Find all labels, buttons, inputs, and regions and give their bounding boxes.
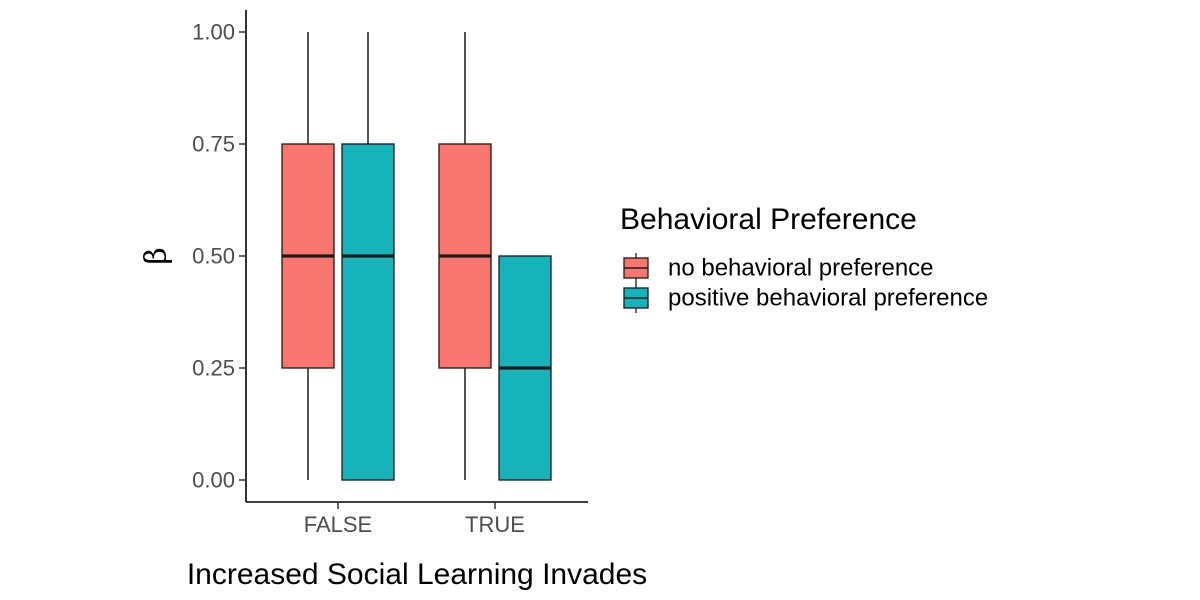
x-tick-label: TRUE: [465, 512, 525, 537]
box-no-behavioral-preference-false: [281, 32, 335, 480]
legend-label: positive behavioral preference: [668, 285, 988, 312]
x-tick-label: FALSE: [304, 512, 372, 537]
y-tick-label: 0.75: [192, 132, 235, 157]
y-axis-title: β: [139, 247, 174, 264]
legend-label: no behavioral preference: [668, 255, 934, 282]
y-tick-label: 0.50: [192, 244, 235, 269]
y-tick-label: 1.00: [192, 20, 235, 45]
y-ticks: 0.00 0.25 0.50 0.75 1.00: [192, 20, 246, 493]
box-body: [341, 143, 395, 481]
y-tick-label: 0.25: [192, 356, 235, 381]
box-positive-behavioral-preference-true: [498, 255, 552, 481]
x-axis-title: Increased Social Learning Invades: [187, 558, 647, 591]
boxes-layer: [281, 32, 552, 481]
legend-item: positive behavioral preference: [623, 283, 988, 313]
box-no-behavioral-preference-true: [438, 32, 492, 480]
legend-items: no behavioral preference positive behavio…: [623, 253, 988, 313]
y-tick-label: 0.00: [192, 468, 235, 493]
x-ticks: FALSE TRUE: [304, 502, 525, 537]
legend-item: no behavioral preference: [623, 253, 934, 283]
box-positive-behavioral-preference-false: [341, 32, 395, 481]
legend: Behavioral Preference no behavioral pref…: [620, 203, 988, 313]
legend-title: Behavioral Preference: [620, 203, 917, 236]
